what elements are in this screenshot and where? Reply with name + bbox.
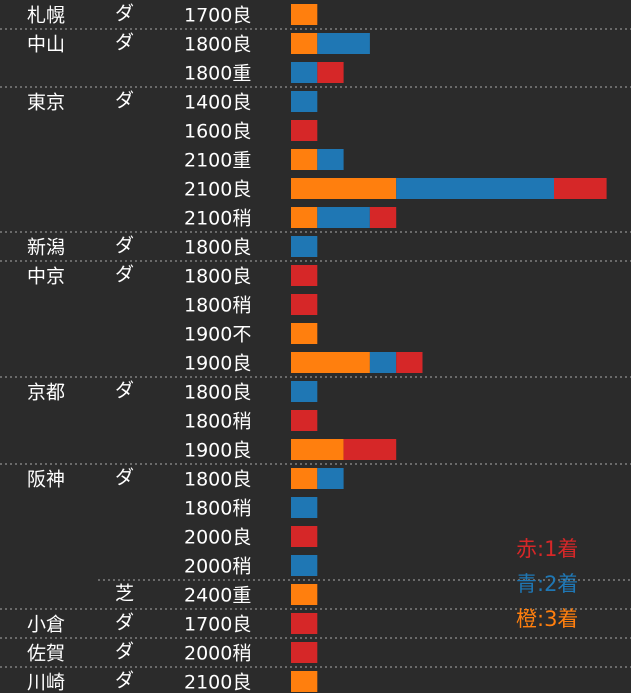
bar-segment-first [317,62,344,83]
venue-label: 東京 [27,92,65,114]
bar-segment-third [291,33,318,54]
bar-segment-second [291,62,318,83]
bar-segment-third [291,352,370,373]
legend-third: 橙:3着 [516,607,579,631]
venue-label: 川崎 [27,672,65,693]
surface-label: ダ [115,90,134,112]
bar-segment-third [291,207,318,228]
bar-segment-first [291,120,318,141]
bar-segment-third [291,439,344,460]
condition-label: 1800稍 [184,295,251,317]
venue-label: 佐賀 [27,643,65,665]
venue-label: 中山 [27,34,65,56]
bar-segment-second [317,149,344,170]
condition-label: 1800良 [184,266,251,288]
surface-label: ダ [115,670,134,692]
bar-segment-second [291,555,318,576]
bar-segment-first [291,613,318,634]
condition-label: 2100良 [184,179,251,201]
condition-label: 1800重 [184,63,251,85]
condition-label: 1800良 [184,34,251,56]
surface-label: ダ [115,3,134,25]
condition-label: 2100重 [184,150,251,172]
bar-segment-second [291,91,318,112]
bar-segment-third [291,178,397,199]
venue-label: 小倉 [27,614,65,636]
bar-segment-third [291,323,318,344]
condition-label: 1800良 [184,382,251,404]
venue-label: 中京 [27,266,65,288]
surface-label: ダ [115,380,134,402]
bar-segment-second [396,178,554,199]
surface-label: ダ [115,641,134,663]
bar-segment-second [317,207,370,228]
condition-label: 1800稍 [184,498,251,520]
condition-label: 1400良 [184,92,251,114]
bar-segment-third [291,149,318,170]
bar-segment-third [291,468,318,489]
bar-segment-second [291,497,318,518]
bar-segment-second [317,33,370,54]
surface-label: ダ [115,612,134,634]
surface-label: 芝 [115,583,134,605]
bar-segment-first [554,178,607,199]
venue-label: 阪神 [27,469,65,491]
condition-label: 1800良 [184,469,251,491]
surface-label: ダ [115,264,134,286]
condition-label: 2000稍 [184,643,251,665]
bar-segment-second [317,468,344,489]
bar-segment-first [291,526,318,547]
condition-label: 1900不 [184,324,251,346]
bar-segment-first [291,265,318,286]
bar-segment-third [291,584,318,605]
legend: 赤:1着 青:2着 橙:3着 [516,532,578,637]
bar-segment-first [396,352,423,373]
condition-label: 1600良 [184,121,251,143]
condition-label: 2100稍 [184,208,251,230]
legend-first: 赤:1着 [516,537,579,561]
bar-segment-second [369,352,397,373]
condition-label: 1900良 [184,440,251,462]
venue-label: 札幌 [27,5,65,27]
condition-label: 1900良 [184,353,251,375]
legend-second: 青:2着 [516,572,579,596]
surface-label: ダ [115,235,134,257]
surface-label: ダ [115,467,134,489]
condition-label: 2000良 [184,527,251,549]
condition-label: 2000稍 [184,556,251,578]
bar-segment-first [291,294,318,315]
condition-label: 1700良 [184,5,251,27]
bar-segment-third [291,671,318,692]
surface-label: ダ [115,32,134,54]
venue-label: 新潟 [27,237,65,259]
bar-segment-first [291,410,318,431]
bar-segment-first [343,439,397,460]
condition-label: 1800良 [184,237,251,259]
condition-label: 2100良 [184,672,251,693]
bar-segment-first [291,642,318,663]
bar-segment-second [291,381,318,402]
bar-segment-first [369,207,397,228]
venue-label: 京都 [27,382,65,404]
condition-label: 2400重 [184,585,251,607]
bar-segment-second [291,236,318,257]
bar-segment-third [291,4,318,25]
condition-label: 1700良 [184,614,251,636]
condition-label: 1800稍 [184,411,251,433]
